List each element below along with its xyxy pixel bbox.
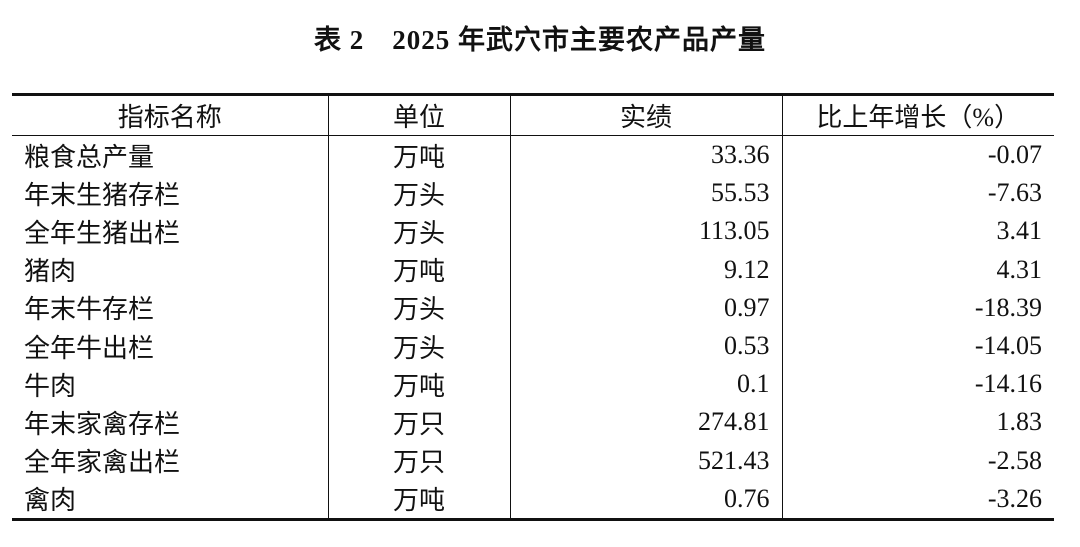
table-cell: 牛肉 [24, 371, 77, 401]
table-cell: -3.26 [781, 479, 1054, 520]
table-cell: 0.76 [509, 479, 782, 520]
table-cell: 521.43 [509, 441, 782, 480]
table-body: 粮食总产量 万吨 33.36 -0.07 年末生猪存栏 万头 55.53 -7.63 全年生猪出… [12, 135, 1054, 520]
table-header: 指标名称 单位 实绩 比上年增长（%） [12, 94, 1054, 136]
table-cell: 全年牛出栏 [24, 333, 155, 363]
table-cell: -0.07 [781, 135, 1054, 175]
table-cell: 万吨 [327, 365, 510, 404]
table-cell: 万头 [327, 288, 510, 327]
table-row: 年末牛存栏 万头 0.97 -18.39 [12, 288, 1054, 327]
table-cell: 猪肉 [24, 257, 77, 287]
table-row: 全年生猪出栏 万头 113.05 3.41 [12, 212, 1054, 251]
table-row: 猪肉 万吨 9.12 4.31 [12, 250, 1054, 289]
table-title: 表 2 2025 年武穴市主要农产品产量 [314, 25, 766, 55]
table-cell: 万吨 [327, 250, 510, 289]
table-cell: 万只 [327, 441, 510, 480]
table-row: 粮食总产量 万吨 33.36 -0.07 [12, 135, 1054, 175]
table-cell: 33.36 [509, 135, 782, 175]
table-cell: 9.12 [509, 250, 782, 289]
table-cell: 万头 [327, 212, 510, 251]
table-cell: -7.63 [781, 174, 1054, 213]
table-cell: 禽肉 [24, 486, 77, 516]
table-row: 禽肉 万吨 0.76 -3.26 [12, 479, 1054, 520]
header-cell: 比上年增长（%） [781, 94, 1054, 136]
table-cell: 4.31 [781, 250, 1054, 289]
table-cell: 1.83 [781, 403, 1054, 442]
table-cell: 0.1 [509, 365, 782, 404]
table-cell: -14.16 [781, 365, 1054, 404]
header-cell: 单位 [327, 94, 510, 136]
table-cell: 万吨 [327, 479, 510, 520]
table-row: 年末生猪存栏 万头 55.53 -7.63 [12, 174, 1054, 213]
table-row: 年末家禽存栏 万只 274.81 1.83 [12, 403, 1054, 442]
data-table: 指标名称 单位 实绩 比上年增长（%） 粮食总产量 万吨 33.36 -0.07 年末生猪存栏… [12, 93, 1054, 521]
header-row: 指标名称 单位 实绩 比上年增长（%） [12, 94, 1054, 136]
table-row: 全年家禽出栏 万只 521.43 -2.58 [12, 441, 1054, 480]
table-cell: 万只 [327, 403, 510, 442]
table-row: 牛肉 万吨 0.1 -14.16 [12, 365, 1054, 404]
table-cell: 年末生猪存栏 [24, 180, 181, 210]
table-cell: 3.41 [781, 212, 1054, 251]
table-cell: -18.39 [781, 288, 1054, 327]
table-cell: 113.05 [509, 212, 782, 251]
table-row: 全年牛出栏 万头 0.53 -14.05 [12, 326, 1054, 366]
table-cell: 万头 [327, 326, 510, 366]
table-cell: 年末家禽存栏 [24, 409, 181, 439]
table-cell: 55.53 [509, 174, 782, 213]
table-cell: 粮食总产量 [24, 142, 155, 172]
table-cell: 年末牛存栏 [24, 295, 155, 325]
table-cell: -14.05 [781, 326, 1054, 366]
table-cell: 万吨 [327, 135, 510, 175]
table-cell: 0.97 [509, 288, 782, 327]
table-cell: 全年家禽出栏 [24, 448, 181, 478]
table-cell: 全年生猪出栏 [24, 218, 181, 248]
header-cell: 指标名称 [12, 94, 328, 136]
table-cell: 274.81 [509, 403, 782, 442]
table-cell: -2.58 [781, 441, 1054, 480]
header-cell: 实绩 [509, 94, 782, 136]
table-cell: 0.53 [509, 326, 782, 366]
table-cell: 万头 [327, 174, 510, 213]
